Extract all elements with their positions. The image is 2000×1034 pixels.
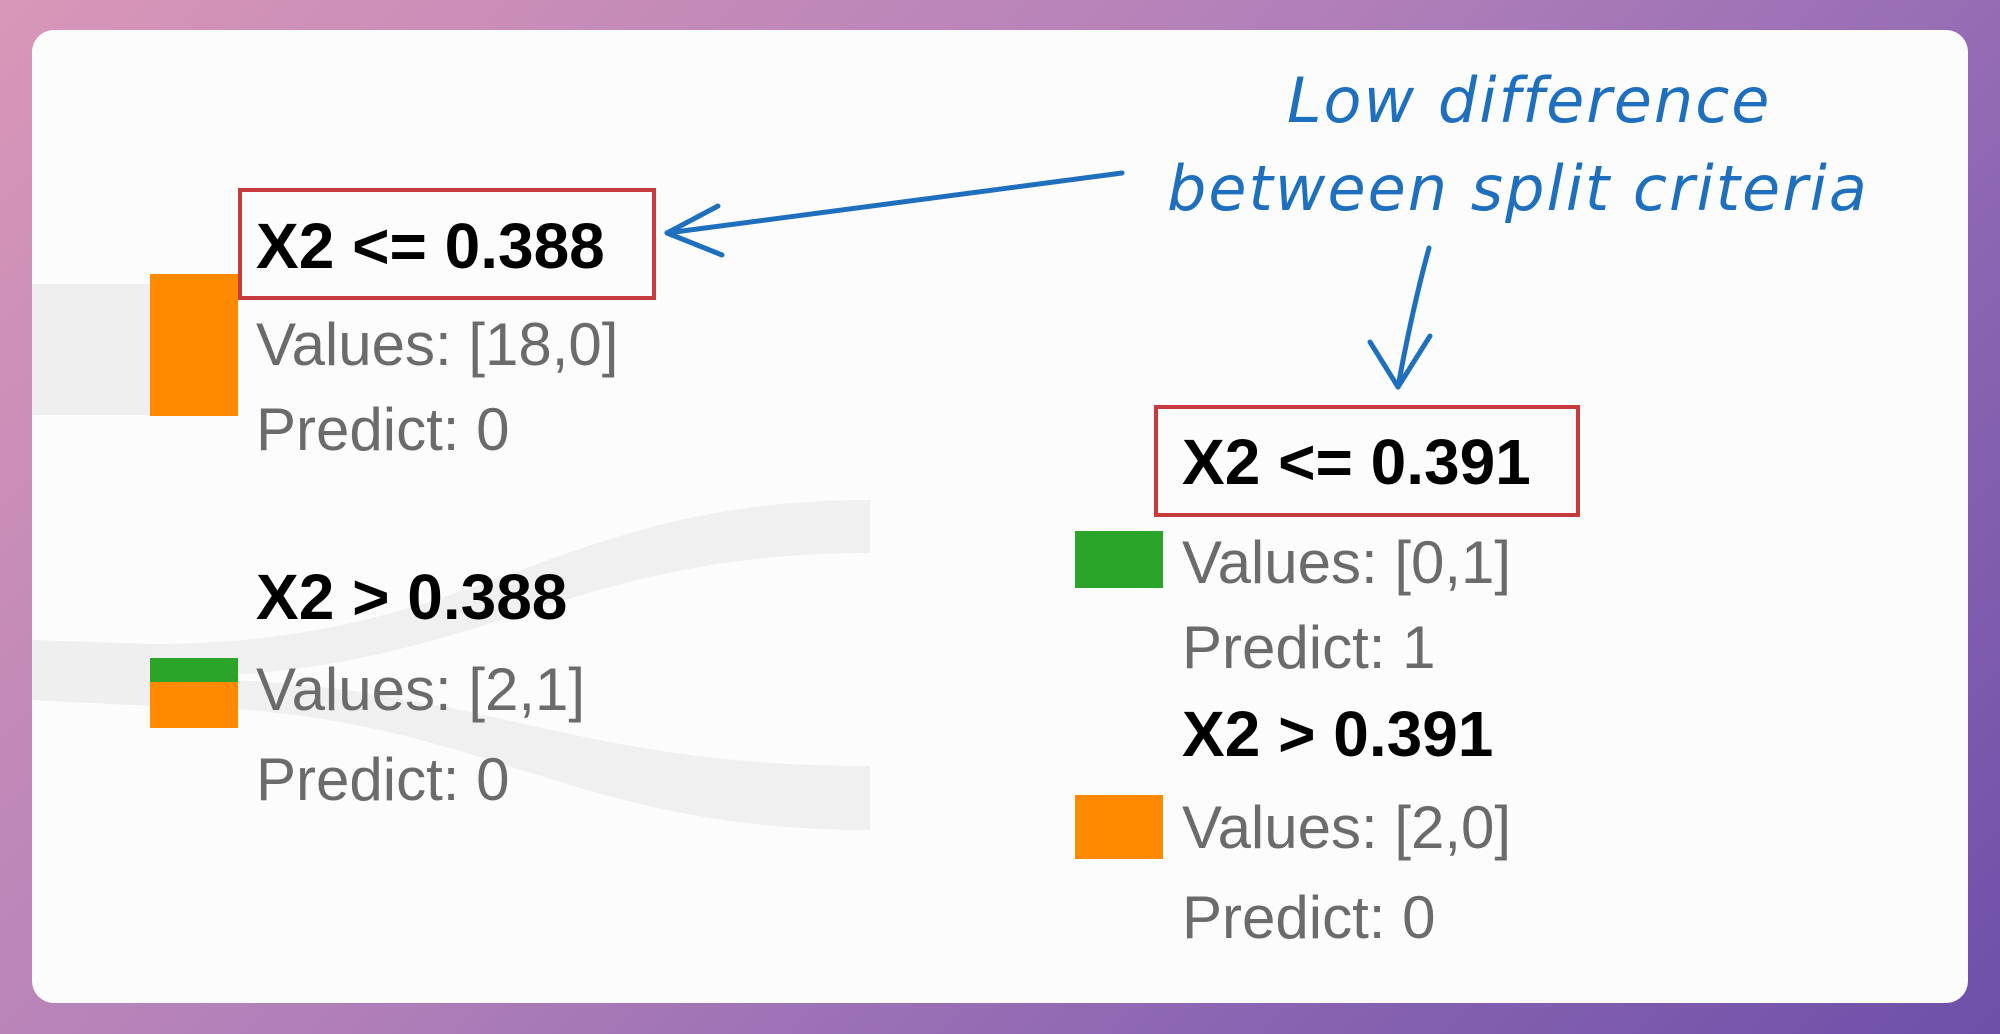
- node-predict-right-bottom: Predict: 0: [1182, 884, 1436, 951]
- node-rule-right-top: X2 <= 0.391: [1182, 426, 1531, 498]
- link-left-bottom: [32, 640, 150, 706]
- highlight-box-left-rule: [238, 188, 656, 300]
- node-predict-right-top: Predict: 1: [1182, 614, 1436, 681]
- link-to-right-bottom: [150, 678, 870, 830]
- annotation-arrows: [664, 170, 1433, 390]
- node-predict-left-top: Predict: 0: [256, 396, 510, 463]
- node-rule-left-top: X2 <= 0.388: [256, 210, 605, 282]
- node-bar-right-bottom: [1075, 795, 1163, 859]
- node-bar-right-top: [1075, 531, 1163, 588]
- arrow-head-down: [1367, 333, 1433, 390]
- highlight-box-right-rule: [1154, 405, 1580, 517]
- link-left-top: [32, 284, 150, 415]
- node-values-left-top: Values: [18,0]: [256, 311, 619, 378]
- arrow-to-right-rule: [1395, 245, 1432, 390]
- node-rule-right-bottom: X2 > 0.391: [1182, 698, 1494, 770]
- node-rule-left-bottom: X2 > 0.388: [256, 561, 568, 633]
- node-predict-left-bottom: Predict: 0: [256, 746, 510, 813]
- diagram-card: X2 <= 0.388 Values: [18,0] Predict: 0 X2…: [32, 30, 1968, 1003]
- node-bar-left-bottom-class1: [150, 658, 238, 682]
- tree-links-layer: [32, 170, 1433, 859]
- arrow-head-left: [664, 203, 725, 258]
- arrow-to-left-rule: [664, 170, 1125, 236]
- link-to-right-top: [150, 500, 870, 678]
- node-values-right-top: Values: [0,1]: [1182, 529, 1512, 596]
- annotation-line-2: between split criteria: [1167, 152, 1869, 225]
- annotation-line-1: Low difference: [1287, 64, 1772, 137]
- node-values-right-bottom: Values: [2,0]: [1182, 794, 1512, 861]
- node-bar-left-bottom-class0: [150, 682, 238, 728]
- node-bar-left-top: [150, 274, 238, 416]
- node-values-left-bottom: Values: [2,1]: [256, 656, 586, 723]
